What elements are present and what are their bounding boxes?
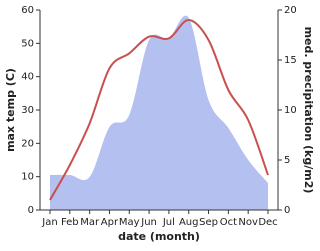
chart: 0 10 20 30 40 50 60 0 5 10 15 20 Jan Feb Mar Apr May Jun J… <box>4 5 315 243</box>
y2-axis-label: med. precipitation (kg/m2) <box>302 27 315 194</box>
x-tick-label: Aug <box>179 217 199 228</box>
y-tick-label: 20 <box>21 138 34 149</box>
x-tick-label: Nov <box>238 217 258 228</box>
x-tick-label: Sep <box>199 217 218 228</box>
y-axis-label: max temp (C) <box>4 68 17 152</box>
x-tick-label: Jun <box>140 217 157 228</box>
y-tick-label: 40 <box>21 72 34 83</box>
precip-area <box>50 15 268 211</box>
x-tick-label: Jul <box>162 217 175 228</box>
y2-tick-label: 20 <box>284 5 297 16</box>
x-tick-label: Dec <box>258 217 277 228</box>
x-tick-label: Oct <box>220 217 237 228</box>
x-tick-label: Mar <box>80 217 100 228</box>
y2-tick-label: 10 <box>284 105 297 116</box>
y-tick-label: 10 <box>21 172 34 183</box>
y-tick-label: 0 <box>28 205 34 216</box>
x-tick-label: Jan <box>41 217 57 228</box>
x-tick-label: Apr <box>101 217 119 228</box>
x-tick-label: Feb <box>61 217 79 228</box>
x-axis-label: date (month) <box>118 230 200 243</box>
y-tick-label: 50 <box>21 38 34 49</box>
y-tick-label: 30 <box>21 105 34 116</box>
x-tick-label: May <box>119 217 140 228</box>
y2-tick-label: 0 <box>284 205 290 216</box>
y-tick-label: 60 <box>21 5 34 16</box>
temp-line <box>49 18 269 201</box>
y2-tick-label: 5 <box>284 155 290 166</box>
y2-tick-label: 15 <box>284 55 297 66</box>
